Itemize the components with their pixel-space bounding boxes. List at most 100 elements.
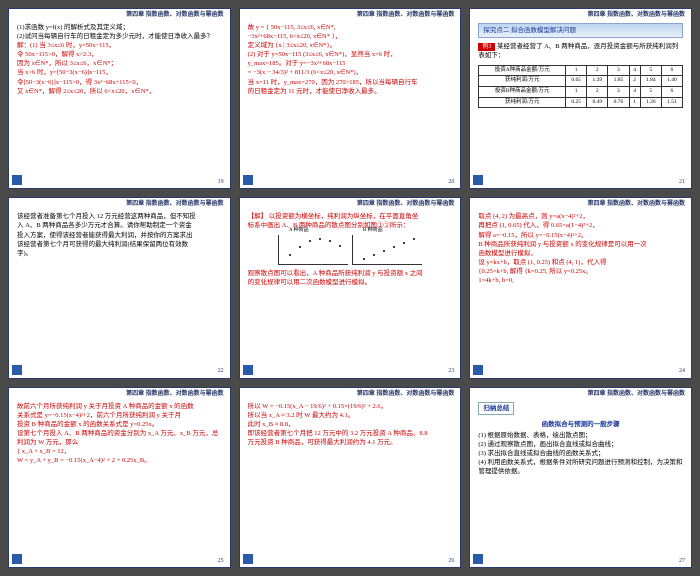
- corner-icon: [473, 175, 483, 185]
- page-number: 23: [448, 367, 454, 375]
- line: 定义域为 {x | 3≤x≤20, x∈N*}。: [248, 41, 453, 50]
- line: {0.25=k+b, 解得 {k=0.25, 所以 y=0.25x。: [478, 267, 683, 276]
- line: 设 y=kx+b，取点 (1, 0.25) 和点 (4, 1)，代入得: [478, 258, 683, 267]
- table-row: 投资B种商品金额/万元 1 2 3 4 5 6: [479, 86, 683, 97]
- chapter-header: 第四章 指数函数、对数函数与幂函数: [357, 11, 455, 19]
- slide-19: 第四章 指数函数、对数函数与幂函数 (1)求函数 y=f(x) 的解析式及其定义…: [8, 8, 231, 189]
- line: 函数模型进行模拟，: [478, 249, 683, 258]
- line: 的日租金定为 11 元时，才能使日净收入最多。: [248, 87, 453, 96]
- line: 解：(1) 当 3≤x≤6 时，y=50x−115，: [17, 41, 222, 50]
- th: 3: [608, 65, 629, 76]
- chapter-header: 第四章 指数函数、对数函数与幂函数: [587, 200, 685, 208]
- line: 1=4k+b, b=0,: [478, 276, 683, 285]
- line: 故前六个月所获纯利润 y 关于月投资 A 种商品的金额 x 的函数: [17, 402, 222, 411]
- corner-icon: [473, 365, 483, 375]
- corner-icon: [12, 175, 22, 185]
- th: 6: [661, 65, 682, 76]
- page-number: 24: [679, 367, 685, 375]
- line: = −3(x − 34/3)² + 811/3 (6<x≤20, x∈N*)，: [248, 68, 453, 77]
- data-table: 投资A种商品金额/万元 1 2 3 4 5 6 获纯利润/万元 0.65 1.3…: [478, 65, 683, 109]
- line: 利润为 W 万元，那么: [17, 438, 222, 447]
- chapter-header: 第四章 指数函数、对数函数与幂函数: [126, 390, 224, 398]
- page-number: 21: [679, 178, 685, 186]
- line: −3x²+68x−115, 6<x≤20, x∈N* }，: [248, 32, 453, 41]
- chapter-header: 第四章 指数函数、对数函数与幂函数: [587, 11, 685, 19]
- chapter-header: 第四章 指数函数、对数函数与幂函数: [357, 390, 455, 398]
- page-number: 20: [448, 178, 454, 186]
- line: 当 x>6 时，y=[50−3(x−6)]x−115，: [17, 68, 222, 77]
- page-number: 19: [218, 178, 224, 186]
- line: 所以 W = −0.15(x_A − 19/6)² + 0.15×(19/6)²…: [248, 402, 453, 411]
- line: { x_A + x_B = 12，: [17, 447, 222, 456]
- line: 因为 x∈N*，所以 3≤x≤6，x∈N*；: [17, 59, 222, 68]
- line: 取点 (4, 2) 为最高点，则 y=a(x−4)²+2，: [478, 212, 683, 221]
- line: 解得 a=−0.15，所以 y=−0.15(x−4)²+2。: [478, 231, 683, 240]
- subtitle: 函数拟合与预测的一般步骤: [478, 420, 683, 429]
- corner-icon: [243, 365, 253, 375]
- chart-label: A 种商品: [289, 227, 309, 234]
- summary-heading: 归纳总结: [478, 402, 514, 415]
- line: 故 y = { 50x−115, 3≤x≤6, x∈N*,: [248, 23, 453, 32]
- page-number: 25: [218, 557, 224, 565]
- th: 5: [640, 65, 661, 76]
- line: 观察散点图可以看出，A 种商品所获纯利润 y 与投资额 x 之间: [248, 269, 453, 278]
- slide-content: 该经营者准备第七个月投入 12 万元经营这两种商品，但不知投 入 A、B 两种商…: [17, 212, 222, 257]
- chapter-header: 第四章 指数函数、对数函数与幂函数: [357, 200, 455, 208]
- page-number: 27: [679, 557, 685, 565]
- page-number: 26: [448, 557, 454, 565]
- line: 所以当 x_A ≈ 3.2 时 W 最大约为 4.1。: [248, 411, 453, 420]
- line: (1)求函数 y=f(x) 的解析式及其定义域；: [17, 23, 222, 32]
- line: 投入方案，使得该经营者能获得最大利润，并按你的方案求出: [17, 231, 222, 240]
- line: 该经营者准备第七个月投入 12 万元经营这两种商品，但不知投: [17, 212, 222, 221]
- chapter-header: 第四章 指数函数、对数函数与幂函数: [126, 11, 224, 19]
- step: (1) 根据原始数据、表格，绘出散点图；: [478, 431, 683, 440]
- page-number: 22: [218, 367, 224, 375]
- slide-25: 第四章 指数函数、对数函数与幂函数 故前六个月所获纯利润 y 关于月投资 A 种…: [8, 387, 231, 568]
- line: 该经营者第七个月可获得的最大纯利润(结果保留两位有效数: [17, 240, 222, 249]
- corner-icon: [243, 554, 253, 564]
- step: (3) 求出拟合直线或拟合曲线的函数关系式；: [478, 449, 683, 458]
- step: (4) 利用函数关系式，根据条件对所研究问题进行预测和控制，为决策和管理提供依据…: [478, 458, 683, 476]
- corner-icon: [243, 175, 253, 185]
- th: 投资A种商品金额/万元: [479, 65, 566, 76]
- topic-bar: 探究点二 拟合函数模型解决问题: [478, 23, 683, 38]
- chapter-header: 第四章 指数函数、对数函数与幂函数: [587, 390, 685, 398]
- slide-26: 第四章 指数函数、对数函数与幂函数 所以 W = −0.15(x_A − 19/…: [239, 387, 462, 568]
- line: 令[50−3(x−6)]x−115>0，得 3x²−68x+115<0，: [17, 78, 222, 87]
- chapter-header: 第四章 指数函数、对数函数与幂函数: [126, 200, 224, 208]
- intro: 某经营者经营了 A、B 两种商品，逐月投资金额与所获纯利润列表如下：: [478, 43, 678, 59]
- slide-21: 第四章 指数函数、对数函数与幂函数 探究点二 拟合函数模型解决问题 例3 某经营…: [469, 8, 692, 189]
- slide-content: 【解】 以投资额为横坐标，纯利润为纵坐标，在平面直角坐 标系中画出 A、B 两种…: [248, 212, 453, 286]
- line: (2)试问当每辆自行车的日租金定为多少元时，才能使日净收入最多？: [17, 32, 222, 41]
- scatter-charts: A 种商品 B 种商品: [248, 235, 453, 265]
- table-row: 获纯利润/万元 0.65 1.39 1.85 2 1.84 1.40: [479, 76, 683, 87]
- slide-23: 第四章 指数函数、对数函数与幂函数 【解】 以投资额为横坐标，纯利润为纵坐标，在…: [239, 197, 462, 378]
- line: 关系式是 y=−0.15(x−4)²+2，前六个月所获纯利润 y 关于月: [17, 411, 222, 420]
- line: 投资 B 种商品的金额 x 的函数关系式是 y=0.25x。: [17, 420, 222, 429]
- th: 1: [566, 65, 587, 76]
- slide-content: 所以 W = −0.15(x_A − 19/6)² + 0.15×(19/6)²…: [248, 402, 453, 447]
- line: 入 A、B 两种商品各多少万元才合算。请你帮助制定一个资金: [17, 221, 222, 230]
- slide-content: 归纳总结 函数拟合与预测的一般步骤 (1) 根据原始数据、表格，绘出散点图； (…: [478, 402, 683, 477]
- line: 万元投资 B 种商品，可获得最大利润约为 4.1 万元。: [248, 438, 453, 447]
- table-row: 获纯利润/万元 0.25 0.49 0.76 1 1.26 1.51: [479, 97, 683, 108]
- slide-22: 第四章 指数函数、对数函数与幂函数 该经营者准备第七个月投入 12 万元经营这两…: [8, 197, 231, 378]
- th: 4: [629, 65, 640, 76]
- line: (2) 对于 y=50x−115 (3≤x≤6, x∈N*)，显然当 x=6 时…: [248, 50, 453, 59]
- step: (2) 通过观察散点图，画出拟合直线或拟合曲线；: [478, 440, 683, 449]
- line: 设第七个月投入 A、B 两种商品的资金分别为 x_A 万元、x_B 万元，总: [17, 429, 222, 438]
- slide-27: 第四章 指数函数、对数函数与幂函数 归纳总结 函数拟合与预测的一般步骤 (1) …: [469, 387, 692, 568]
- chart-b: B 种商品: [352, 235, 422, 265]
- line: 字)。: [17, 249, 222, 258]
- line: 标系中画出 A、B 两种商品的散点图分别如图①②所示：: [248, 221, 453, 230]
- line: B 种商品所获纯利润 y 与投资额 x 的变化规律是可以用一次: [478, 240, 683, 249]
- line: W = y_A + y_B = −0.15(x_A−4)² + 2 + 0.25…: [17, 456, 222, 465]
- slide-content: 故前六个月所获纯利润 y 关于月投资 A 种商品的金额 x 的函数 关系式是 y…: [17, 402, 222, 466]
- line: 当 x=11 时，y_max=270，因为 270>185，所以当每辆自行车: [248, 78, 453, 87]
- example-tag: 例3: [478, 43, 495, 51]
- corner-icon: [12, 554, 22, 564]
- line: 再把点 (1, 0.65) 代入，得 0.65=a(1−4)²+2，: [478, 221, 683, 230]
- line: 【解】 以投资额为横坐标，纯利润为纵坐标，在平面直角坐: [248, 212, 453, 221]
- chart-a: A 种商品: [278, 235, 348, 265]
- line: y_max=185。对于 y=−3x²+68x−115: [248, 59, 453, 68]
